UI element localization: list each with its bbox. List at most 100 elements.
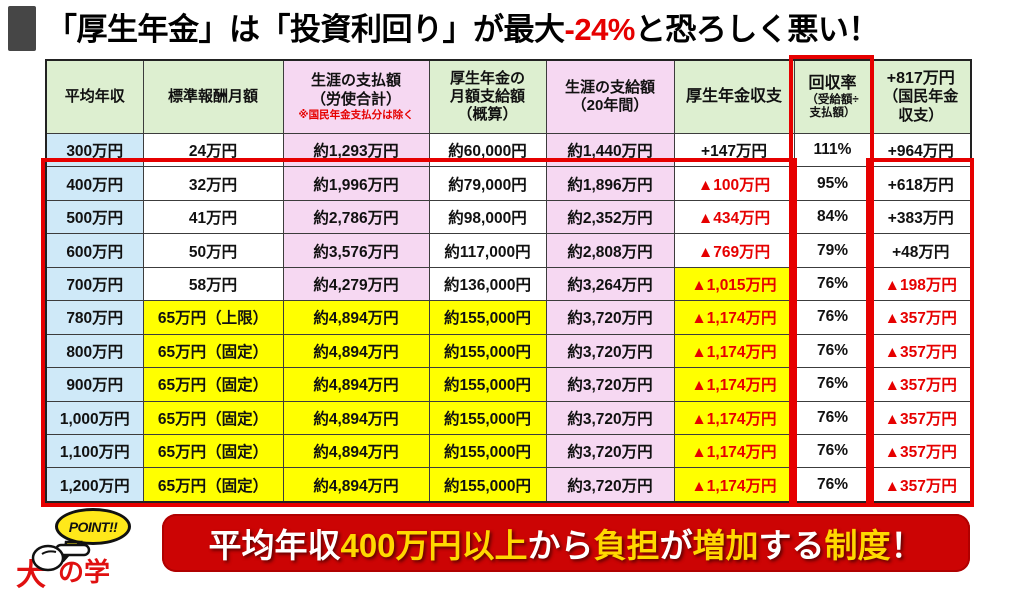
table-cell: ▲357万円 — [870, 433, 972, 469]
banner-segment: ！ — [890, 527, 924, 564]
table-cell: 約1,996万円 — [282, 166, 430, 201]
table-cell: 76% — [793, 400, 872, 435]
table-cell: 約155,000円 — [428, 333, 547, 369]
table-cell: 65万円（固定） — [142, 467, 284, 503]
banner-segment: が — [659, 527, 693, 564]
bottom-banner: 平均年収400万円以上から負担が増加する制度！ — [162, 514, 970, 572]
table-cell: ▲1,174万円 — [673, 467, 795, 503]
header-line: 収支） — [898, 106, 944, 124]
header-line: 標準報酬月額 — [167, 87, 258, 105]
column-header-2: 標準報酬月額 — [142, 59, 284, 134]
table-row: 700万円 58万円 約4,279万円 約136,000円 約3,264万円 ▲1,015… — [45, 266, 972, 302]
table-cell: 約155,000円 — [428, 300, 547, 335]
table-cell: 1,000万円 — [45, 400, 144, 435]
table-cell: 76% — [793, 433, 872, 469]
header-line: 厚生年金の — [449, 69, 525, 87]
banner-text: 平均年収400万円以上から負担が増加する制度！ — [208, 519, 923, 567]
table-cell: 約2,352万円 — [545, 199, 675, 235]
header-line: 回収率 — [808, 75, 857, 93]
table-cell: ▲769万円 — [673, 233, 795, 268]
table-cell: 約4,894万円 — [282, 333, 430, 369]
table-cell: 約3,720万円 — [545, 433, 675, 469]
point-bubble-label: POINT!! — [68, 518, 118, 535]
pension-table-wrap: 平均年収 標準報酬月額 生涯の支払額 （労使合計） ※国民年金支払分は除く 厚生年金の 月額… — [41, 55, 974, 507]
table-cell: +383万円 — [870, 199, 972, 235]
table-cell: 800万円 — [45, 333, 144, 369]
table-cell: 1,200万円 — [45, 467, 144, 503]
table-cell: 約3,720万円 — [545, 367, 675, 402]
table-cell: 約3,264万円 — [545, 266, 675, 302]
table-row: 900万円 65万円（固定） 約4,894万円 約155,000円 約3,720万円 ▲1… — [45, 367, 972, 402]
table-row: 400万円 32万円 約1,996万円 約79,000円 約1,896万円 ▲100万円 9… — [45, 166, 972, 201]
table-cell: 約3,576万円 — [282, 233, 430, 268]
table-cell: ▲1,015万円 — [673, 266, 795, 302]
table-cell: ▲1,174万円 — [673, 333, 795, 369]
table-cell: 約155,000円 — [428, 367, 547, 402]
table-cell: 約60,000円 — [428, 132, 547, 168]
table-cell: 約155,000円 — [428, 400, 547, 435]
table-cell: +48万円 — [870, 233, 972, 268]
table-cell: 111% — [793, 132, 872, 168]
table-cell: 65万円（固定） — [142, 367, 284, 402]
table-cell: +618万円 — [870, 166, 972, 201]
table-cell: 約2,786万円 — [282, 199, 430, 235]
header-row: 平均年収 標準報酬月額 生涯の支払額 （労使合計） ※国民年金支払分は除く 厚生年金の 月額… — [45, 59, 972, 134]
banner-segment: から — [527, 527, 594, 564]
table-cell: 約4,894万円 — [282, 467, 430, 503]
table-cell: 約3,720万円 — [545, 333, 675, 369]
table-cell: 76% — [793, 266, 872, 302]
header-line: 厚生年金収支 — [685, 88, 782, 106]
banner-segment: する — [758, 527, 825, 564]
table-cell: 79% — [793, 233, 872, 268]
table-cell: 約4,894万円 — [282, 300, 430, 335]
table-cell: 約1,896万円 — [545, 166, 675, 201]
table-cell: ▲1,174万円 — [673, 367, 795, 402]
page-title: 「厚生年金」は「投資利回り」が最大-24%と恐ろしく悪い！ — [46, 8, 879, 52]
table-cell: 400万円 — [45, 166, 144, 201]
table-cell: ▲198万円 — [870, 266, 972, 302]
title-accent-block — [8, 6, 36, 51]
column-header-5: 生涯の支給額 （20年間） — [545, 59, 675, 134]
banner-segment: 400万円以上 — [340, 527, 528, 564]
table-cell: 95% — [793, 166, 872, 201]
title-highlight: -24% — [564, 12, 636, 47]
table-cell: ▲1,174万円 — [673, 300, 795, 335]
header-line: 生涯の支給額 — [564, 78, 655, 96]
table-cell: 約4,894万円 — [282, 433, 430, 469]
table-cell: 約136,000円 — [428, 266, 547, 302]
column-header-6: 厚生年金収支 — [673, 59, 795, 134]
header-line: （受給額÷ — [806, 93, 859, 106]
table-row: 780万円 65万円（上限） 約4,894万円 約155,000円 約3,720万円 ▲1… — [45, 300, 972, 335]
table-cell: ▲1,174万円 — [673, 433, 795, 469]
table-row: 1,200万円 65万円（固定） 約4,894万円 約155,000円 約3,720万円… — [45, 467, 972, 503]
header-line: （国民年金 — [883, 88, 959, 106]
table-cell: ▲357万円 — [870, 300, 972, 335]
table-cell: 約1,440万円 — [545, 132, 675, 168]
column-header-4: 厚生年金の 月額支給額 （概算） — [428, 59, 547, 134]
header-line: 支払額） — [809, 106, 856, 119]
table-cell: 約79,000円 — [428, 166, 547, 201]
table-cell: 76% — [793, 467, 872, 503]
banner-segment: 制度 — [824, 527, 891, 564]
table-cell: 76% — [793, 367, 872, 402]
header-line: 生涯の支払額 — [310, 72, 401, 90]
table-row: 600万円 50万円 約3,576万円 約117,000円 約2,808万円 ▲769万円… — [45, 233, 972, 268]
table-cell: +964万円 — [870, 132, 972, 168]
column-header-3: 生涯の支払額 （労使合計） ※国民年金支払分は除く — [282, 59, 430, 134]
channel-logo-fragment: の学 — [58, 557, 111, 587]
header-line: （概算） — [457, 106, 518, 124]
table-cell: 1,100万円 — [45, 433, 144, 469]
table-cell: 65万円（上限） — [142, 300, 284, 335]
table-cell: 700万円 — [45, 266, 144, 302]
table-cell: 約98,000円 — [428, 199, 547, 235]
table-cell: 900万円 — [45, 367, 144, 402]
table-cell: 約3,720万円 — [545, 400, 675, 435]
table-cell: ▲357万円 — [870, 400, 972, 435]
table-cell: 76% — [793, 333, 872, 369]
pointing-hand-icon — [31, 543, 91, 572]
table-cell: 約4,894万円 — [282, 400, 430, 435]
table-cell: 76% — [793, 300, 872, 335]
table-row: 1,000万円 65万円（固定） 約4,894万円 約155,000円 約3,720万円… — [45, 400, 972, 435]
banner-segment: 増加 — [692, 527, 759, 564]
table-cell: 58万円 — [142, 266, 284, 302]
